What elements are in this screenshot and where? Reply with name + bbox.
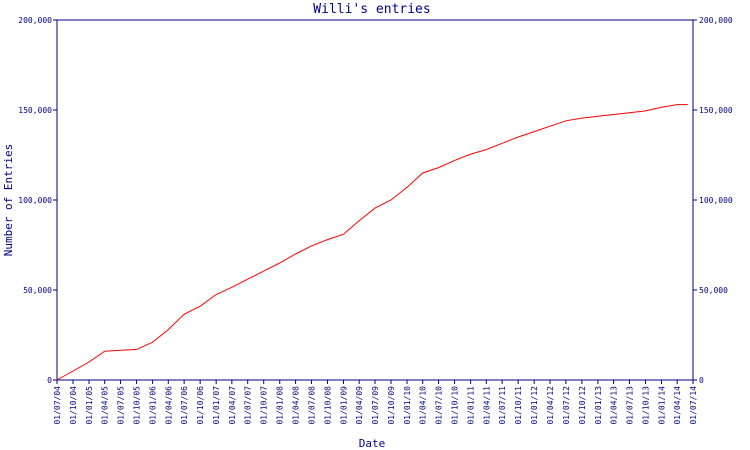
x-tick-label: 01/04/06 [164,386,173,425]
x-tick-label: 01/07/06 [180,386,189,425]
x-tick-label: 01/07/05 [117,386,126,425]
x-tick-label: 01/01/06 [149,386,158,425]
x-tick-label: 01/01/07 [212,386,221,425]
chart-title: Willi's entries [313,2,430,17]
x-tick-label: 01/10/10 [451,386,460,425]
y-axis-ticks: 0 0 50,000 50,000 100,000 100,000 150,000 150,0… [18,16,733,385]
x-tick-label: 01/01/05 [85,386,94,425]
x-tick-label: 01/01/14 [657,386,666,425]
x-tick-label: 01/01/11 [467,386,476,425]
x-tick-label: 01/01/13 [594,386,603,425]
y-axis-label: Number of Entries [2,144,15,257]
x-tick-label: 01/07/07 [244,386,253,425]
x-tick-label: 01/04/11 [482,386,491,425]
x-tick-label: 01/10/13 [641,386,650,425]
x-tick-label: 01/10/09 [387,386,396,425]
x-tick-label: 01/04/14 [673,386,682,425]
y-tick-label-right: 100,000 [699,196,733,205]
x-axis-ticks: 01/07/04 01/10/04 01/01/05 01/04/05 01/07/05… [53,380,698,425]
x-tick-label: 01/07/04 [53,386,62,425]
x-tick-label: 01/10/07 [260,386,269,425]
x-tick-label: 01/04/13 [610,386,619,425]
y-tick-label-left: 0 [47,376,52,385]
y-tick-label-right: 150,000 [699,106,733,115]
x-tick-label: 01/07/11 [498,386,507,425]
x-tick-label: 01/10/11 [514,386,523,425]
x-tick-label: 01/10/05 [133,386,142,425]
x-tick-label: 01/07/09 [371,386,380,425]
x-tick-label: 01/07/10 [435,386,444,425]
y-tick-label-left: 50,000 [23,286,52,295]
x-tick-label: 01/04/07 [228,386,237,425]
y-tick-label-right: 50,000 [699,286,728,295]
x-tick-label: 01/10/04 [69,386,78,425]
x-tick-label: 01/07/13 [625,386,634,425]
x-tick-label: 01/10/12 [578,386,587,425]
x-tick-label: 01/04/05 [101,386,110,425]
x-tick-label: 01/04/12 [546,386,555,425]
x-tick-label: 01/04/08 [292,386,301,425]
x-tick-label: 01/04/09 [355,386,364,425]
plot-frame [56,19,694,381]
y-tick-label-left: 200,000 [18,16,52,25]
y-tick-label-left: 100,000 [18,196,52,205]
x-tick-label: 01/10/08 [323,386,332,425]
y-tick-label-right: 0 [699,376,704,385]
x-axis-label: Date [359,437,386,450]
x-tick-label: 01/07/08 [307,386,316,425]
x-tick-label: 01/07/14 [689,386,698,425]
x-tick-label: 01/07/12 [562,386,571,425]
y-tick-label-left: 150,000 [18,106,52,115]
x-tick-label: 01/04/10 [419,386,428,425]
x-tick-label: 01/01/08 [276,386,285,425]
x-tick-label: 01/01/09 [339,386,348,425]
x-tick-label: 01/01/10 [403,386,412,425]
x-tick-label: 01/01/12 [530,386,539,425]
series-line [56,104,688,381]
y-tick-label-right: 200,000 [699,16,733,25]
x-tick-label: 01/10/06 [196,386,205,425]
